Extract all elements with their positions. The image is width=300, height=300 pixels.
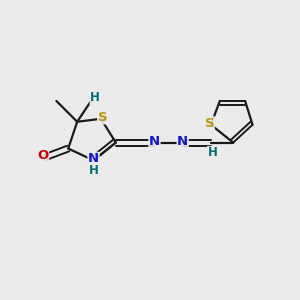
- Text: N: N: [177, 135, 188, 148]
- Text: S: S: [98, 111, 107, 124]
- Text: N: N: [149, 135, 160, 148]
- Text: N: N: [88, 152, 99, 165]
- Text: H: H: [90, 92, 100, 104]
- Text: H: H: [208, 146, 218, 160]
- Text: O: O: [38, 149, 49, 162]
- Text: H: H: [88, 164, 98, 177]
- Text: S: S: [205, 117, 214, 130]
